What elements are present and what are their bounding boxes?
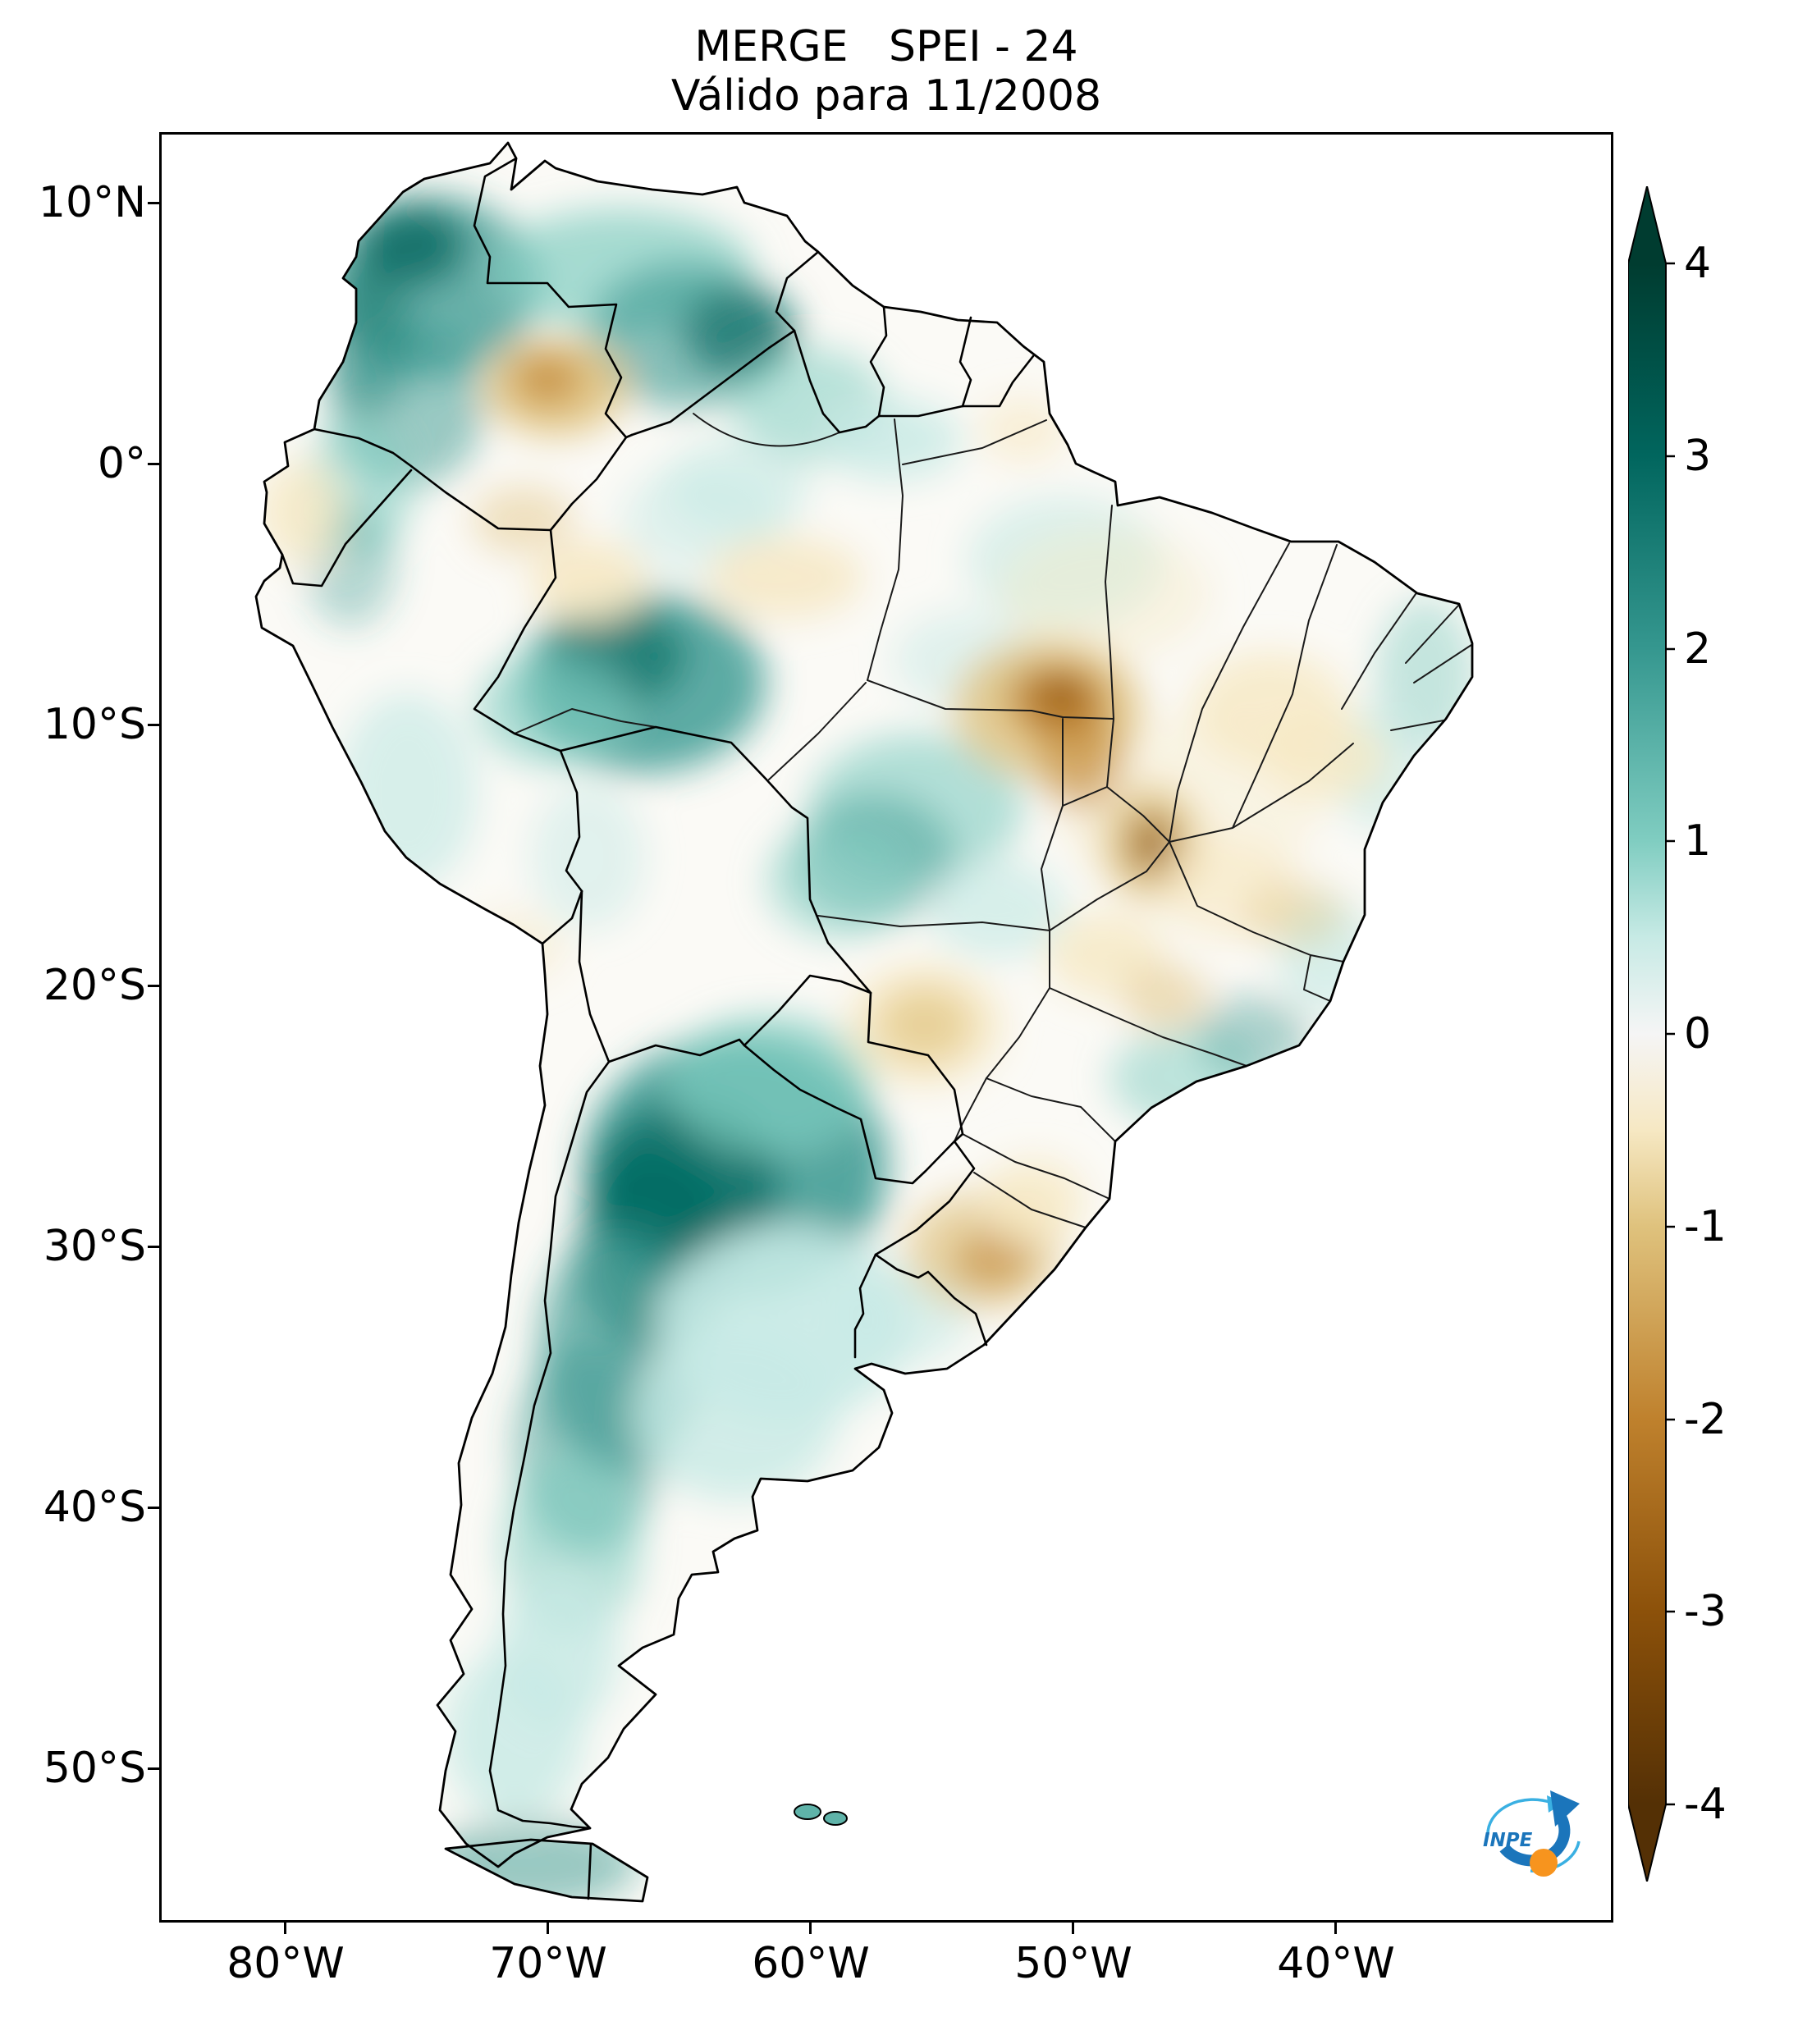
spei-raster [258, 196, 1472, 1901]
x-tick-mark [1334, 1923, 1337, 1934]
logo-orbit-arc [1486, 1798, 1553, 1836]
x-tick-label: 40°W [1277, 1939, 1395, 1988]
country-borders [281, 157, 1035, 1900]
x-tick-mark [809, 1923, 812, 1934]
map-canvas [254, 141, 1474, 1903]
x-tick-mark [1072, 1923, 1074, 1934]
y-tick-label: 0° [97, 439, 146, 488]
x-tick-label: 70°W [489, 1939, 607, 1988]
colorbar-tick-label: 4 [1684, 239, 1712, 288]
x-tick-mark [284, 1923, 286, 1934]
x-tick-label: 80°W [226, 1939, 345, 1988]
inpe-logo-text: INPE [1483, 1830, 1533, 1851]
y-tick-label: 10°S [43, 700, 146, 749]
y-tick-label: 40°S [43, 1483, 146, 1532]
y-tick-mark [148, 1507, 159, 1509]
y-tick-label: 30°S [43, 1222, 146, 1271]
colorbar-tick-label: 3 [1684, 432, 1712, 481]
colorbar-bottom-arrow [1628, 1804, 1666, 1882]
y-tick-mark [148, 724, 159, 726]
colorbar [1628, 186, 1675, 1882]
falkland-islands [794, 1804, 848, 1826]
figure-subtitle: Válido para 11/2008 [670, 71, 1102, 121]
colorbar-tick-label: -2 [1684, 1395, 1727, 1444]
y-tick-mark [148, 1246, 159, 1248]
x-tick-mark [547, 1923, 549, 1934]
y-tick-mark [148, 202, 159, 204]
coastline [254, 141, 1474, 1868]
colorbar-tick-label: -1 [1684, 1202, 1727, 1251]
colorbar-tick-label: -3 [1684, 1587, 1727, 1636]
figure-title: MERGE SPEI - 24 [694, 22, 1078, 71]
colorbar-tick-label: 2 [1684, 624, 1712, 674]
colorbar-tick-label: 0 [1684, 1009, 1712, 1059]
logo-orange-sphere [1530, 1849, 1558, 1877]
colorbar-tick-label: 1 [1684, 816, 1712, 866]
map-plot-area: INPE [159, 132, 1613, 1923]
logo-arrowhead-icon [1550, 1790, 1580, 1827]
y-tick-label: 10°N [38, 178, 146, 227]
colorbar-gradient [1628, 263, 1666, 1804]
colorbar-tick-label: -4 [1684, 1780, 1727, 1829]
y-tick-mark [148, 1767, 159, 1770]
y-tick-mark [148, 463, 159, 465]
tierra-del-fuego-coastline [444, 1838, 649, 1903]
inpe-logo: INPE [1483, 1790, 1581, 1877]
colorbar-tick-marks [1666, 262, 1675, 1806]
y-tick-label: 20°S [43, 961, 146, 1010]
y-tick-label: 50°S [43, 1744, 146, 1793]
x-tick-label: 50°W [1014, 1939, 1132, 1988]
colorbar-top-arrow [1628, 186, 1666, 263]
x-tick-label: 60°W [752, 1939, 870, 1988]
y-tick-mark [148, 985, 159, 987]
